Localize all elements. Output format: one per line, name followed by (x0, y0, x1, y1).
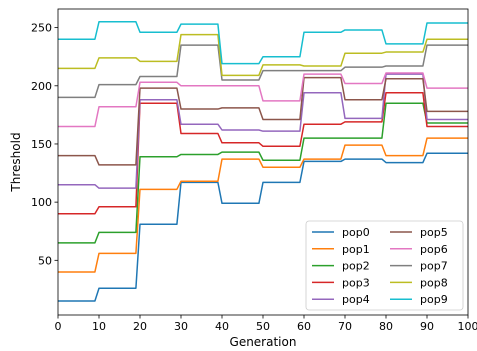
series-line-pop3 (58, 92, 468, 215)
legend-label-pop9: pop9 (420, 293, 448, 306)
legend-label-pop6: pop6 (420, 243, 448, 256)
x-tick-label: 0 (55, 320, 62, 333)
series-line-pop1 (58, 137, 468, 273)
x-tick-label: 40 (215, 320, 229, 333)
y-tick-label: 200 (31, 80, 52, 93)
y-tick-label: 100 (31, 196, 52, 209)
x-tick-label: 60 (297, 320, 311, 333)
legend: pop0 pop1 pop2 pop3 pop4 pop5 pop6 pop7 pop8 pop9 (305, 220, 464, 311)
legend-box (305, 220, 464, 311)
legend-label-pop2: pop2 (342, 260, 370, 273)
series-line-pop7 (58, 44, 468, 99)
series-line-pop6 (58, 72, 468, 128)
legend-label-pop1: pop1 (342, 243, 370, 256)
legend-label-pop5: pop5 (420, 226, 448, 239)
legend-label-pop4: pop4 (342, 293, 370, 306)
series-line-pop5 (58, 76, 468, 166)
plot-area (58, 21, 468, 302)
x-axis-title: Generation (230, 335, 297, 349)
series-line-pop0 (58, 152, 468, 302)
series-line-pop9 (58, 21, 468, 65)
series-line-pop2 (58, 102, 468, 244)
x-tick-label: 90 (420, 320, 434, 333)
legend-label-pop8: pop8 (420, 276, 448, 289)
x-tick-label: 10 (92, 320, 106, 333)
legend-label-pop0: pop0 (342, 226, 370, 239)
legend-label-pop7: pop7 (420, 260, 448, 273)
x-tick-label: 50 (256, 320, 270, 333)
y-tick-label: 150 (31, 138, 52, 151)
series-line-pop4 (58, 73, 468, 189)
series-line-pop8 (58, 33, 468, 77)
legend-label-pop3: pop3 (342, 276, 370, 289)
x-tick-label: 20 (133, 320, 147, 333)
y-tick-label: 250 (31, 22, 52, 35)
x-tick-label: 30 (174, 320, 188, 333)
x-tick-label: 80 (379, 320, 393, 333)
x-tick-label: 100 (458, 320, 477, 333)
x-tick-label: 70 (338, 320, 352, 333)
axes: 0 10 20 30 40 50 60 70 80 90 100 50 100 150 200 250 (31, 8, 477, 333)
y-tick-label: 50 (38, 254, 52, 267)
y-axis-title: Threshold (9, 132, 23, 192)
